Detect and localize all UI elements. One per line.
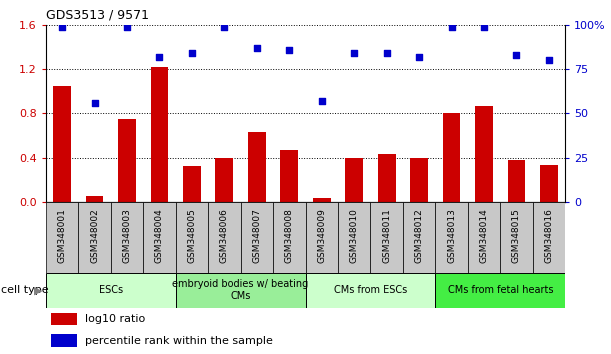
Bar bbox=[248, 132, 266, 202]
Bar bbox=[533, 202, 565, 273]
Bar bbox=[111, 202, 143, 273]
Bar bbox=[216, 158, 233, 202]
Text: embryoid bodies w/ beating
CMs: embryoid bodies w/ beating CMs bbox=[172, 279, 309, 301]
Bar bbox=[436, 273, 565, 308]
Bar bbox=[118, 119, 136, 202]
Text: GSM348006: GSM348006 bbox=[220, 208, 229, 263]
Point bbox=[187, 50, 197, 56]
Text: CMs from ESCs: CMs from ESCs bbox=[334, 285, 407, 295]
Bar bbox=[176, 202, 208, 273]
Bar bbox=[436, 202, 468, 273]
Bar bbox=[313, 199, 331, 202]
Text: percentile rank within the sample: percentile rank within the sample bbox=[85, 336, 273, 346]
Text: GSM348012: GSM348012 bbox=[415, 209, 423, 263]
Text: GSM348004: GSM348004 bbox=[155, 209, 164, 263]
Bar bbox=[306, 273, 435, 308]
Point bbox=[90, 100, 100, 105]
Text: GSM348016: GSM348016 bbox=[544, 208, 554, 263]
Point bbox=[447, 24, 456, 29]
Point bbox=[57, 24, 67, 29]
Point bbox=[479, 24, 489, 29]
Bar bbox=[78, 202, 111, 273]
Text: GSM348001: GSM348001 bbox=[57, 208, 67, 263]
Text: GSM348009: GSM348009 bbox=[317, 208, 326, 263]
Bar bbox=[183, 166, 201, 202]
Point bbox=[414, 54, 424, 59]
Bar bbox=[370, 202, 403, 273]
Bar bbox=[208, 202, 241, 273]
Bar bbox=[51, 313, 77, 325]
Bar bbox=[46, 273, 176, 308]
Bar bbox=[150, 67, 169, 202]
Bar bbox=[378, 154, 395, 202]
Point bbox=[284, 47, 294, 52]
Text: GSM348007: GSM348007 bbox=[252, 208, 262, 263]
Bar bbox=[442, 113, 461, 202]
Point bbox=[511, 52, 521, 58]
Bar bbox=[86, 196, 103, 202]
Text: log10 ratio: log10 ratio bbox=[85, 314, 145, 324]
Bar bbox=[403, 202, 436, 273]
Text: cell type: cell type bbox=[1, 285, 48, 295]
Bar bbox=[540, 165, 558, 202]
Point bbox=[219, 24, 229, 29]
Bar bbox=[51, 334, 77, 347]
Bar bbox=[410, 158, 428, 202]
Text: GSM348008: GSM348008 bbox=[285, 208, 294, 263]
Point bbox=[382, 50, 392, 56]
Text: GSM348010: GSM348010 bbox=[349, 208, 359, 263]
Bar bbox=[176, 273, 306, 308]
Text: GSM348002: GSM348002 bbox=[90, 209, 99, 263]
Point bbox=[155, 54, 164, 59]
Bar bbox=[273, 202, 306, 273]
Bar bbox=[143, 202, 176, 273]
Bar bbox=[468, 202, 500, 273]
Text: GSM348014: GSM348014 bbox=[480, 209, 489, 263]
Text: ESCs: ESCs bbox=[99, 285, 123, 295]
Bar bbox=[500, 202, 533, 273]
Text: GSM348011: GSM348011 bbox=[382, 208, 391, 263]
Text: ▶: ▶ bbox=[34, 285, 43, 295]
Bar bbox=[475, 105, 493, 202]
Text: CMs from fetal hearts: CMs from fetal hearts bbox=[447, 285, 553, 295]
Point bbox=[122, 24, 132, 29]
Text: GSM348005: GSM348005 bbox=[188, 208, 196, 263]
Text: GSM348013: GSM348013 bbox=[447, 208, 456, 263]
Bar bbox=[306, 202, 338, 273]
Bar bbox=[241, 202, 273, 273]
Bar bbox=[345, 158, 363, 202]
Point bbox=[349, 50, 359, 56]
Bar bbox=[53, 86, 71, 202]
Point bbox=[252, 45, 262, 51]
Point bbox=[317, 98, 327, 104]
Bar bbox=[508, 160, 525, 202]
Point bbox=[544, 57, 554, 63]
Bar bbox=[338, 202, 370, 273]
Bar bbox=[280, 150, 298, 202]
Text: GSM348015: GSM348015 bbox=[512, 208, 521, 263]
Text: GDS3513 / 9571: GDS3513 / 9571 bbox=[46, 8, 149, 21]
Bar bbox=[46, 202, 78, 273]
Text: GSM348003: GSM348003 bbox=[122, 208, 131, 263]
